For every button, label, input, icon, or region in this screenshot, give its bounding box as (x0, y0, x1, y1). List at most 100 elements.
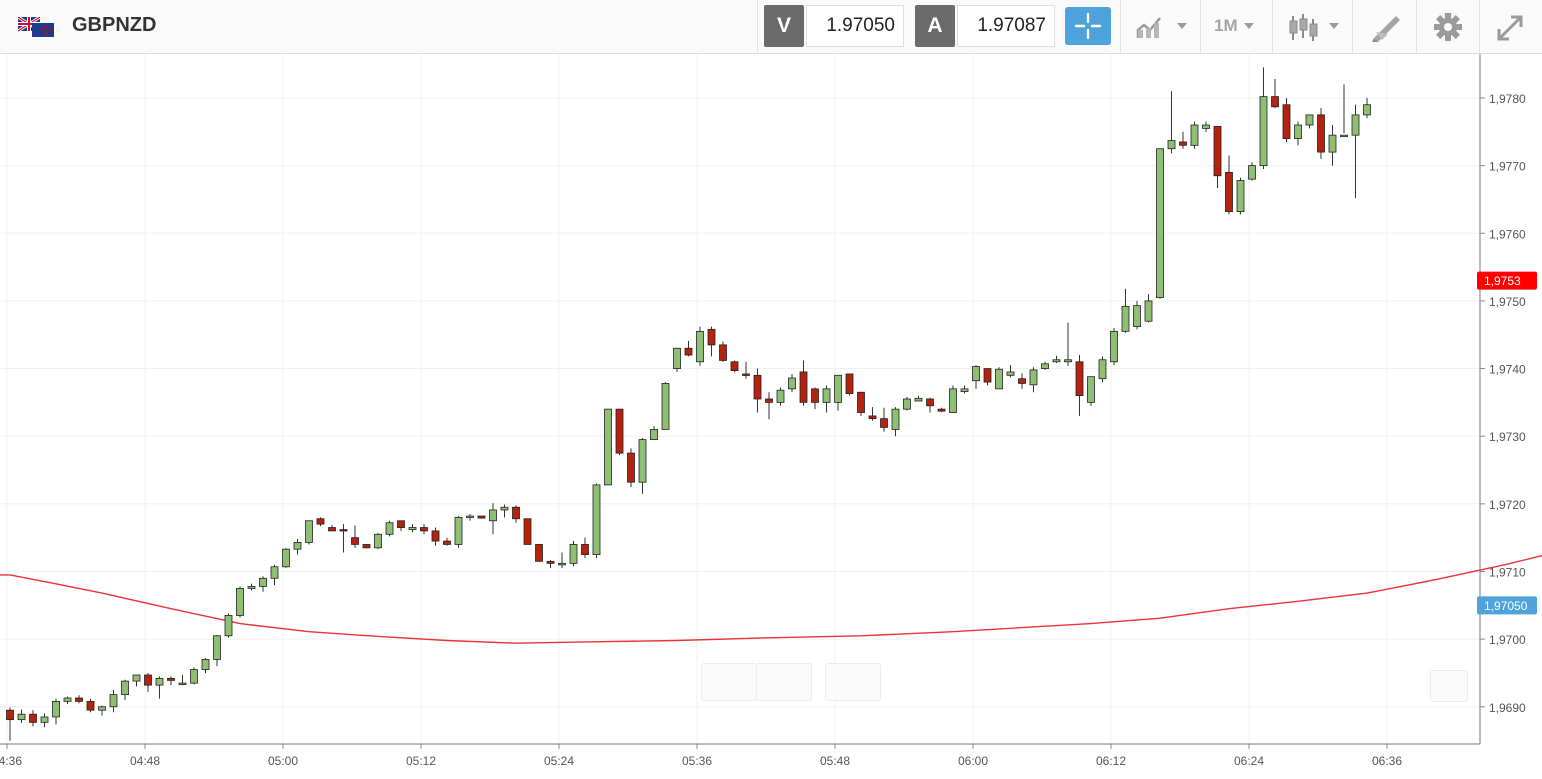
y-tick-label: 1,9750 (1489, 295, 1526, 309)
candle-body (581, 544, 589, 555)
toolbar-divider (1272, 0, 1273, 54)
candle-body (1202, 124, 1210, 129)
ma-value-tag-label: 1,9753 (1484, 274, 1521, 288)
candle-body (707, 328, 716, 346)
candle-up (1144, 294, 1153, 323)
candle-body (316, 518, 325, 525)
candle-down (1075, 355, 1084, 416)
candle-up (385, 520, 394, 537)
candle-up (604, 408, 612, 486)
candle-up (592, 483, 601, 558)
ma-value-tag (1477, 271, 1537, 290)
candle-body (224, 615, 233, 637)
crosshair-button[interactable] (1065, 7, 1111, 45)
gear-icon[interactable] (1430, 8, 1466, 46)
candle-body (995, 368, 1003, 390)
candle-down (477, 515, 486, 519)
x-tick-label: 04:36 (0, 754, 22, 768)
candle-up (1064, 322, 1072, 366)
timeframe-dropdown-icon[interactable] (1240, 8, 1262, 46)
candle-up (121, 679, 129, 701)
bid-button[interactable]: V (764, 5, 804, 47)
candle-body (270, 566, 279, 579)
candle-down (983, 368, 992, 386)
candle-down (1317, 108, 1325, 159)
candle-up (1328, 125, 1337, 166)
candle-down (339, 524, 348, 553)
candle-body (822, 388, 831, 403)
candle-body (1213, 125, 1222, 177)
candle-body (799, 371, 808, 403)
toolbar-divider (1120, 0, 1121, 54)
chart-type-button[interactable] (1132, 8, 1194, 46)
candle-body (1110, 330, 1118, 363)
candle-up (776, 387, 785, 406)
candle-up (109, 689, 118, 713)
x-tick-label: 05:12 (406, 754, 436, 768)
candle-up (1259, 67, 1268, 169)
x-tick-label: 06:36 (1372, 754, 1402, 768)
candle-body (592, 484, 601, 555)
candle-down (351, 525, 359, 548)
candle-body (144, 674, 152, 686)
candlestick-type-button[interactable] (1284, 8, 1344, 46)
candle-up (132, 674, 141, 687)
candle-down (397, 520, 405, 531)
fullscreen-icon[interactable] (1492, 8, 1528, 46)
y-tick-label: 1,9720 (1489, 498, 1526, 512)
candle-down (857, 391, 865, 416)
candle-body (535, 544, 543, 562)
candle-down (144, 672, 152, 692)
candle-up (1248, 162, 1256, 181)
candle-body (121, 680, 129, 696)
candle-body (132, 674, 141, 682)
candle-down (719, 341, 727, 362)
crosshair-icon (1074, 12, 1102, 40)
candle-body (1156, 148, 1164, 298)
candle-down (753, 368, 762, 413)
candle-up (650, 426, 658, 440)
candle-down (1179, 131, 1187, 149)
candle-down (523, 518, 532, 545)
candle-body (753, 374, 762, 400)
candle-up (454, 516, 463, 548)
candle-up (1087, 376, 1095, 406)
candle-up (949, 385, 957, 413)
candle-body (1144, 300, 1153, 322)
candle-body (6, 709, 14, 721)
candle-body (40, 716, 49, 723)
candle-down (512, 505, 520, 523)
candle-down (1225, 155, 1233, 215)
chart-nav-button-left[interactable] (701, 663, 757, 701)
candle-up (1340, 84, 1348, 138)
drawing-tool-icon[interactable] (1368, 8, 1404, 46)
price-chart[interactable]: 1,9690 1,9700 1,9710 1,9720 1,9730 1,9740 1,97… (0, 54, 1542, 779)
chart-zoom-button[interactable] (825, 663, 881, 701)
candle-up (1121, 288, 1130, 333)
chart-reset-button[interactable] (1430, 670, 1468, 702)
candle-down (926, 397, 934, 413)
candle-up (270, 564, 279, 586)
ask-button[interactable]: A (915, 5, 955, 47)
candle-body (834, 374, 842, 403)
candle-body (362, 544, 371, 549)
chart-nav-button-right[interactable] (756, 663, 812, 701)
toolbar-divider (757, 0, 758, 54)
candle-up (52, 698, 60, 725)
candle-body (1029, 369, 1038, 386)
candle-body (546, 560, 555, 564)
candle-down (581, 537, 589, 558)
x-tick-label: 06:24 (1234, 754, 1264, 768)
timeframe-button[interactable]: 1M (1214, 16, 1238, 35)
y-tick-label: 1,9770 (1489, 160, 1526, 174)
candle-up (305, 520, 313, 545)
candle-body (397, 520, 405, 528)
candle-up (1202, 121, 1210, 132)
candle-body (742, 373, 750, 376)
toolbar-divider (1200, 0, 1201, 54)
y-tick-label: 1,9740 (1489, 363, 1526, 377)
candle-body (673, 347, 681, 369)
candle-body (627, 452, 635, 483)
candle-body (1098, 359, 1107, 380)
candle-body (661, 383, 670, 430)
